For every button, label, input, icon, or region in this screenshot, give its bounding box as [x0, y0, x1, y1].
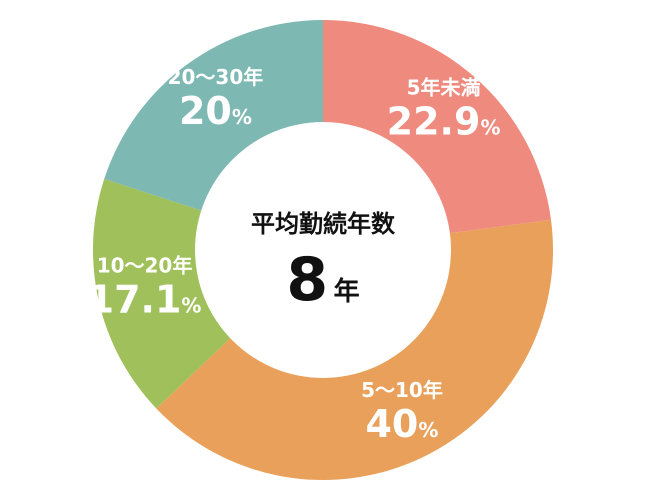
slice-value-number: 20: [179, 89, 232, 133]
slice-value-unit: %: [418, 418, 438, 442]
center-value-line: 8 年: [286, 245, 359, 315]
center-unit: 年: [334, 276, 360, 307]
slice-value-unit: %: [232, 105, 252, 129]
slice-category-label: 5～10年: [361, 378, 443, 402]
slice-value-number: 40: [365, 402, 418, 446]
center-label: 平均勤続年数 8 年: [251, 210, 396, 315]
slice-value-unit: %: [480, 115, 500, 139]
slice-category-label: 10～20年: [97, 253, 193, 277]
slice-value-label: 22.9%: [387, 99, 501, 143]
donut-hole: [195, 122, 451, 378]
slice-value-label: 17.1%: [88, 277, 202, 321]
center-value: 8: [286, 245, 328, 315]
slice-value-number: 22.9: [387, 99, 481, 143]
slice-category-label: 20～30年: [168, 65, 264, 89]
slice-value-label: 20%: [179, 89, 252, 133]
slice-category-label: 5年未満: [407, 75, 481, 99]
slice-value-label: 40%: [365, 402, 438, 446]
slice-value-unit: %: [181, 293, 201, 317]
slice-value-number: 17.1: [88, 277, 182, 321]
center-title: 平均勤続年数: [251, 210, 396, 238]
